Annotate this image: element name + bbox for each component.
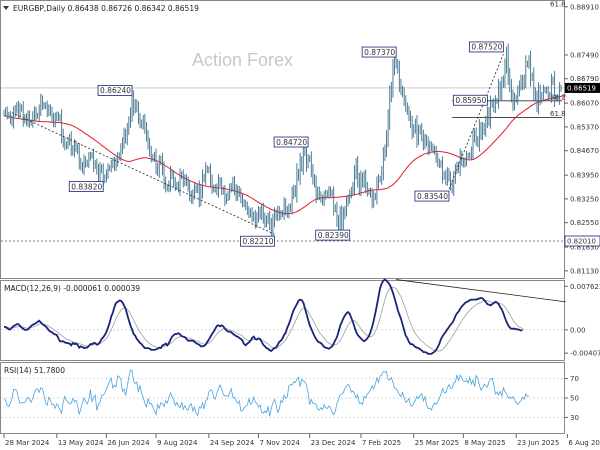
macd-tick-label: 0.00 (570, 326, 586, 334)
support-level-box (564, 235, 600, 247)
price-tick-label: 0.81130 (570, 267, 599, 275)
swing-label-box (97, 85, 133, 96)
price-panel-title: EURGBP,Daily 0.86438 0.86726 0.86342 0.8… (13, 4, 199, 13)
date-tick-label: 24 Sep 2024 (210, 439, 255, 447)
date-tick-label: 23 Jun 2025 (517, 439, 559, 447)
macd-main-path (4, 278, 523, 355)
macd-signal-path (4, 286, 525, 352)
swing-label: 0.82210 (242, 237, 273, 246)
panel-collapse-icon (3, 6, 9, 10)
price-tick-label: 0.87490 (570, 51, 599, 59)
moving-average-path (3, 95, 566, 214)
uptrend-line (448, 53, 504, 190)
swing-label-box (273, 136, 309, 148)
date-tick-label: 6 Aug 2025 (568, 439, 600, 447)
swing-label-box (414, 190, 450, 202)
rsi-tick-label: 50 (570, 395, 579, 403)
swing-label-box (452, 94, 488, 106)
rsi-line (3, 369, 529, 417)
macd-lines (4, 278, 566, 355)
date-tick-label: 13 May 2024 (58, 439, 104, 447)
rsi-panel-title: RSI(14) 51.7800 (4, 366, 65, 375)
date-tick-label: 23 Dec 2024 (311, 439, 356, 447)
macd-tick-label: 0.007623 (570, 283, 600, 291)
swing-label: 0.87520 (471, 43, 502, 52)
swing-label: 0.86240 (100, 86, 131, 95)
swing-label: 0.85950 (455, 96, 486, 105)
swing-label-box (68, 181, 104, 192)
date-x-axis: 28 Mar 2024 13 May 2024 26 Jun 2024 9 Aug 2… (3, 434, 600, 447)
macd-y-axis: 0.007623 0.00 -0.004073 (564, 283, 600, 358)
price-tick-label: 0.81830 (570, 244, 599, 252)
price-trendlines (11, 53, 504, 235)
rsi-tick-label: 30 (570, 414, 579, 422)
fibonacci-label: 38.2 (550, 93, 566, 101)
swing-label-box (468, 41, 504, 53)
price-tick-label: 0.85370 (570, 123, 599, 131)
macd-trendline (396, 279, 566, 303)
swing-label-box (315, 229, 351, 241)
price-panel-frame (0, 0, 565, 279)
swing-label-box (361, 46, 397, 58)
macd-tick-label: -0.004073 (570, 350, 600, 358)
date-tick-label: 25 Mar 2025 (415, 439, 459, 447)
date-tick-label: 26 Jun 2024 (107, 439, 150, 447)
rsi-tick-label: 70 (570, 375, 579, 383)
price-tick-label: 0.86070 (570, 100, 599, 108)
rsi-path (3, 369, 529, 417)
price-tick-label: 0.88910 (570, 3, 599, 11)
moving-average-line (3, 95, 566, 214)
swing-label-box (240, 235, 275, 247)
current-price-box (565, 82, 600, 93)
price-y-axis: 0.88910 0.87490 0.86790 0.86070 0.85370 0.846… (564, 3, 600, 275)
watermark: Action Forex (192, 50, 293, 70)
date-tick-label: 8 May 2025 (464, 439, 505, 447)
current-price-label: 0.86519 (567, 84, 596, 92)
swing-label: 0.83820 (71, 182, 102, 191)
swing-label: 0.83540 (417, 192, 448, 201)
price-tick-label: 0.83950 (570, 172, 599, 180)
date-tick-label: 28 Mar 2024 (5, 439, 50, 447)
macd-panel-title: MACD(12,26,9) -0.000061 0.000039 (4, 284, 140, 293)
rsi-y-axis: 70 50 30 (564, 375, 579, 422)
price-tick-label: 0.84670 (570, 147, 599, 155)
price-tick-label: 0.82550 (570, 219, 599, 227)
downtrend-line (11, 112, 275, 235)
support-level-label: 0.82010 (567, 238, 596, 246)
swing-label: 0.84720 (276, 138, 307, 147)
swing-label: 0.82390 (318, 231, 349, 240)
macd-panel-frame (0, 280, 565, 361)
price-tick-label: 0.83250 (570, 195, 599, 203)
price-tick-label: 0.86790 (570, 75, 599, 83)
fibonacci-label: 61.8 (550, 110, 566, 118)
date-tick-label: 9 Aug 2024 (157, 439, 198, 447)
swing-label: 0.87370 (364, 48, 395, 57)
date-tick-label: 7 Nov 2024 (259, 439, 300, 447)
date-tick-label: 7 Feb 2025 (362, 439, 401, 447)
price-annotations: 61.8 38.2 61.8 0.86240 0.83820 0.84720 0.82210… (68, 0, 566, 247)
fibonacci-label: 61.8 (550, 0, 566, 8)
